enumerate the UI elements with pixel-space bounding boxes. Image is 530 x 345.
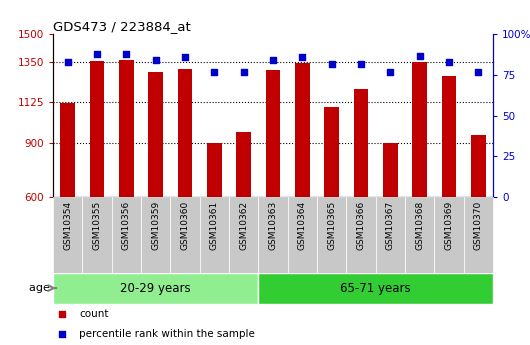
Bar bbox=[148, 72, 163, 197]
Text: GSM10354: GSM10354 bbox=[63, 200, 72, 249]
FancyBboxPatch shape bbox=[258, 197, 288, 273]
FancyBboxPatch shape bbox=[141, 197, 170, 273]
Bar bbox=[90, 61, 104, 197]
Bar bbox=[207, 143, 222, 197]
FancyBboxPatch shape bbox=[288, 197, 317, 273]
FancyBboxPatch shape bbox=[376, 197, 405, 273]
Point bbox=[122, 51, 130, 57]
Text: GSM10364: GSM10364 bbox=[298, 200, 307, 249]
Text: GSM10367: GSM10367 bbox=[386, 200, 395, 250]
Bar bbox=[266, 70, 280, 197]
Point bbox=[181, 55, 189, 60]
Text: percentile rank within the sample: percentile rank within the sample bbox=[80, 329, 255, 339]
Point bbox=[386, 69, 394, 75]
FancyBboxPatch shape bbox=[346, 197, 376, 273]
Point bbox=[445, 59, 453, 65]
Bar bbox=[471, 135, 485, 197]
Bar bbox=[119, 60, 134, 197]
Bar bbox=[236, 132, 251, 197]
Point bbox=[474, 69, 482, 75]
Point bbox=[298, 55, 306, 60]
Point bbox=[58, 312, 66, 317]
FancyBboxPatch shape bbox=[200, 197, 229, 273]
Point bbox=[152, 58, 160, 63]
FancyBboxPatch shape bbox=[112, 197, 141, 273]
FancyBboxPatch shape bbox=[405, 197, 434, 273]
Point bbox=[240, 69, 248, 75]
Text: GSM10360: GSM10360 bbox=[181, 200, 189, 250]
FancyBboxPatch shape bbox=[170, 197, 200, 273]
Text: GSM10370: GSM10370 bbox=[474, 200, 483, 250]
Bar bbox=[178, 69, 192, 197]
Point bbox=[64, 59, 72, 65]
Point bbox=[357, 61, 365, 67]
Text: GDS473 / 223884_at: GDS473 / 223884_at bbox=[53, 20, 191, 33]
Text: 65-71 years: 65-71 years bbox=[340, 282, 411, 295]
Text: count: count bbox=[80, 309, 109, 319]
Bar bbox=[383, 142, 398, 197]
Bar bbox=[60, 103, 75, 197]
Text: GSM10362: GSM10362 bbox=[239, 200, 248, 249]
Text: 20-29 years: 20-29 years bbox=[120, 282, 191, 295]
FancyBboxPatch shape bbox=[53, 197, 82, 273]
Bar bbox=[441, 76, 456, 197]
Point bbox=[210, 69, 218, 75]
FancyBboxPatch shape bbox=[82, 197, 112, 273]
FancyBboxPatch shape bbox=[53, 273, 258, 304]
Point bbox=[328, 61, 336, 67]
Point bbox=[269, 58, 277, 63]
Text: GSM10361: GSM10361 bbox=[210, 200, 219, 250]
Text: GSM10363: GSM10363 bbox=[269, 200, 277, 250]
FancyBboxPatch shape bbox=[434, 197, 464, 273]
Point bbox=[58, 331, 66, 337]
Text: GSM10368: GSM10368 bbox=[415, 200, 424, 250]
Text: GSM10359: GSM10359 bbox=[151, 200, 160, 250]
Text: GSM10355: GSM10355 bbox=[93, 200, 101, 250]
Bar bbox=[354, 89, 368, 197]
Bar bbox=[295, 63, 310, 197]
FancyBboxPatch shape bbox=[317, 197, 346, 273]
FancyBboxPatch shape bbox=[258, 273, 493, 304]
Point bbox=[93, 51, 101, 57]
Text: GSM10356: GSM10356 bbox=[122, 200, 131, 250]
FancyBboxPatch shape bbox=[229, 197, 258, 273]
Bar bbox=[412, 61, 427, 197]
FancyBboxPatch shape bbox=[464, 197, 493, 273]
Point bbox=[416, 53, 424, 58]
Text: GSM10365: GSM10365 bbox=[327, 200, 336, 250]
Bar bbox=[324, 107, 339, 197]
Text: age: age bbox=[29, 283, 53, 293]
Text: GSM10369: GSM10369 bbox=[445, 200, 453, 250]
Text: GSM10366: GSM10366 bbox=[357, 200, 365, 250]
